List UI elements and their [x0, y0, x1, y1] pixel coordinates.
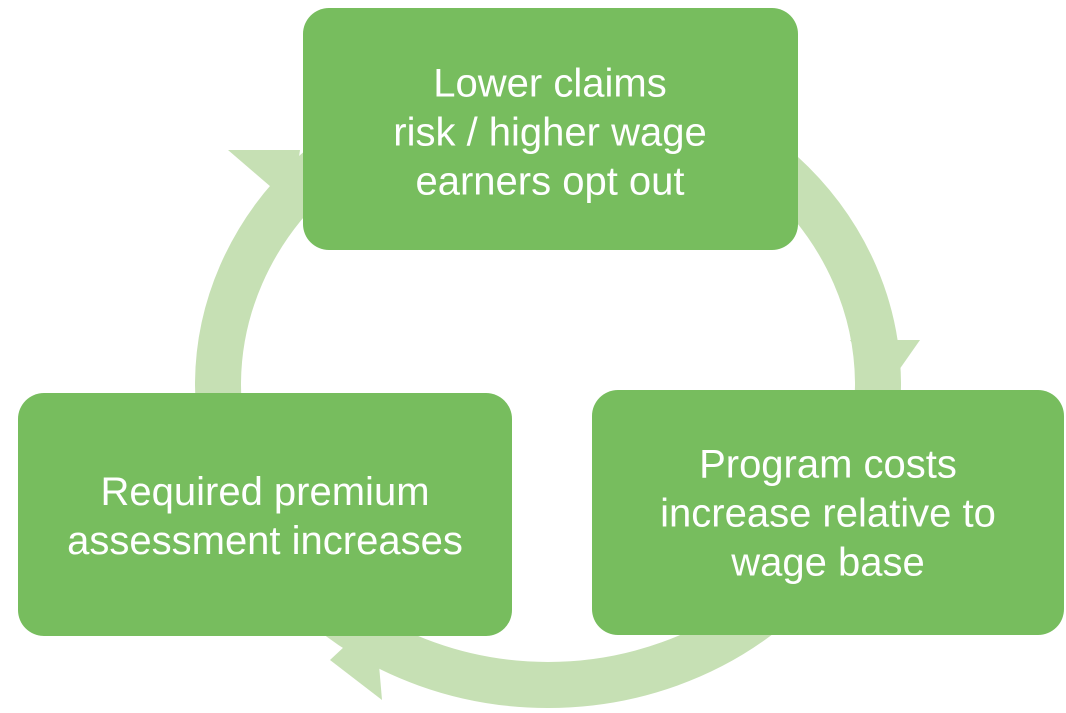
- node-label: Lower claims: [433, 62, 666, 106]
- node-label: assessment increases: [67, 519, 463, 563]
- node-box: [592, 390, 1064, 635]
- node-label: risk / higher wage: [393, 111, 706, 155]
- node-label: increase relative to: [660, 492, 996, 536]
- node-label: wage base: [730, 541, 924, 585]
- labels: Lower claims risk / higher wage earners op…: [67, 62, 996, 585]
- arrow-head: [228, 150, 300, 205]
- node-label: earners opt out: [415, 160, 684, 204]
- arrow-head: [850, 340, 920, 390]
- node-box: [303, 8, 798, 250]
- node-label: Program costs: [699, 443, 957, 487]
- arrow-head: [330, 618, 382, 700]
- node-label: Required premium: [100, 470, 429, 514]
- node-box: [18, 393, 512, 636]
